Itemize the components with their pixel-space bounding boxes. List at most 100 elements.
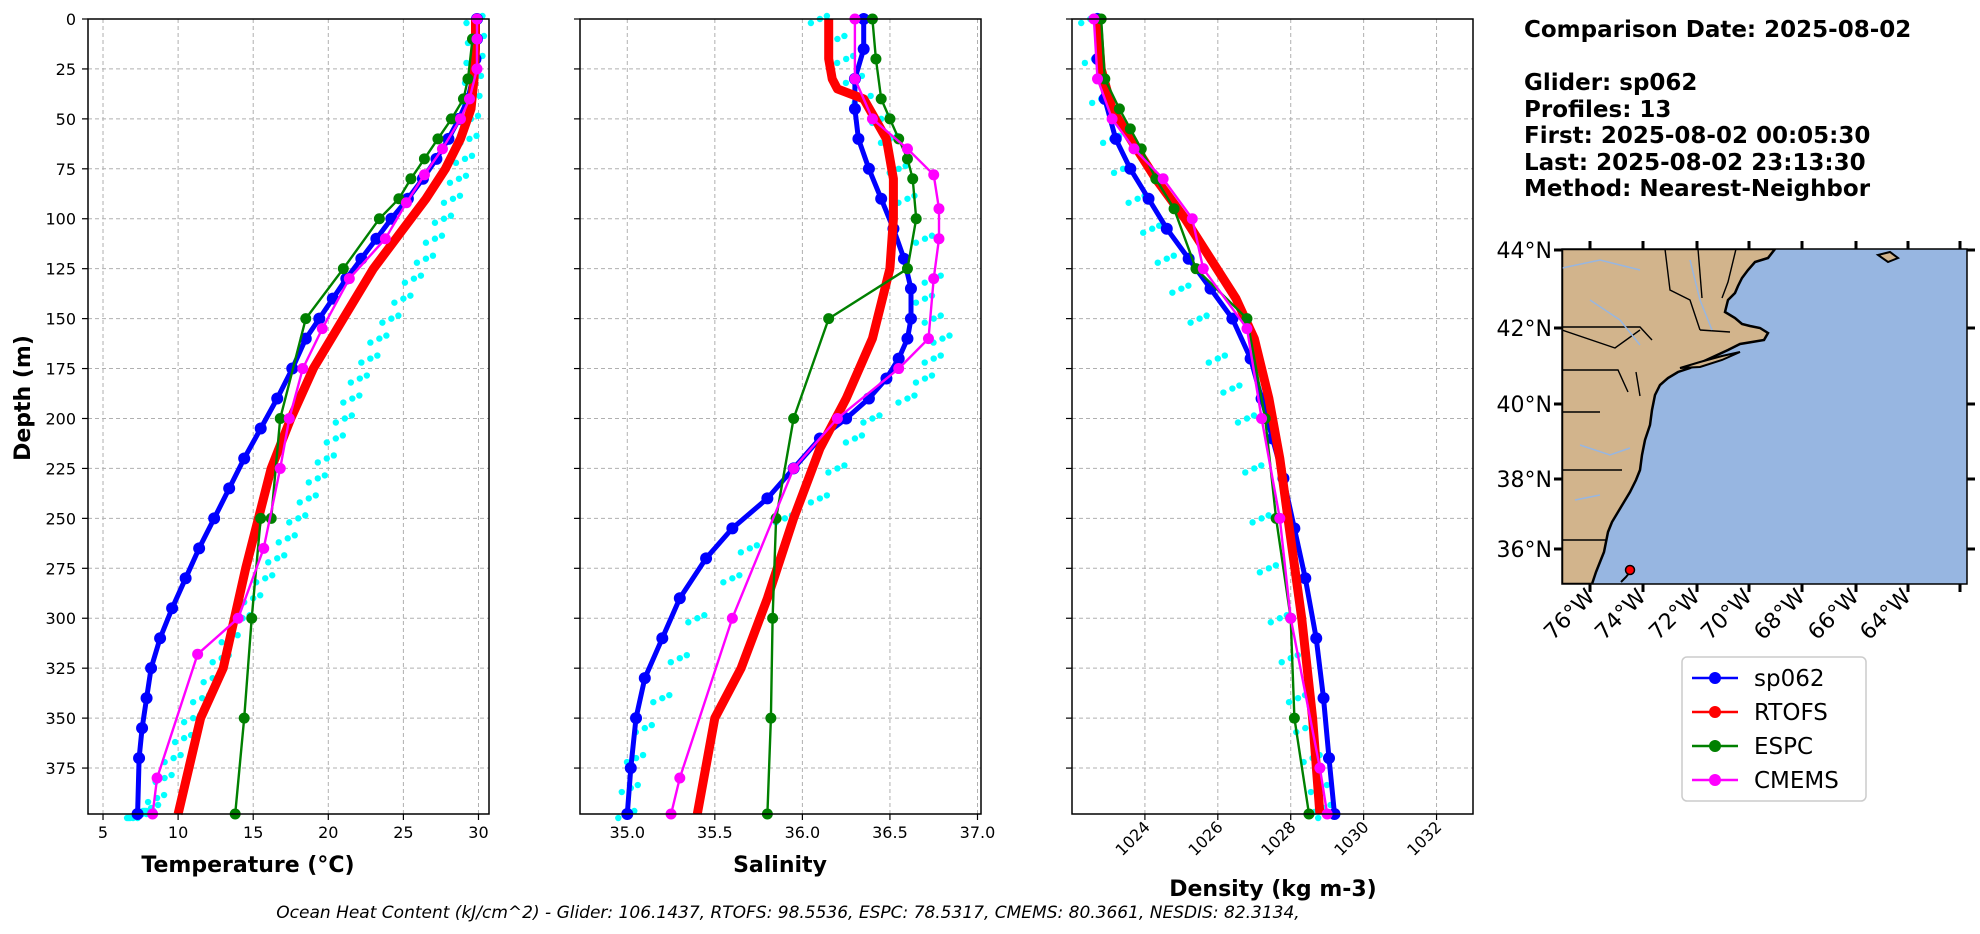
glider-profiles-point	[1134, 195, 1141, 202]
glider-profiles-point	[1187, 319, 1194, 326]
glider-profiles-point	[928, 372, 936, 379]
ESPC-marker	[1113, 103, 1125, 115]
glider-profiles-point	[417, 272, 425, 279]
glider-profiles-point	[1256, 569, 1264, 576]
CMEMS-marker	[674, 772, 686, 784]
y-tick-label: 200	[45, 409, 76, 428]
CMEMS-marker	[151, 772, 163, 784]
glider-profiles-point	[1249, 519, 1256, 526]
CMEMS-line	[151, 19, 479, 815]
glider-profiles-point	[729, 575, 736, 582]
sp062-marker	[1160, 222, 1173, 235]
glider-profiles-point	[1125, 199, 1132, 206]
last-time: Last: 2025-08-02 23:13:30	[1524, 150, 1866, 176]
CMEMS-marker	[1256, 412, 1268, 424]
glider-profiles-point	[446, 179, 454, 186]
lat-label: 36°N	[1497, 538, 1552, 563]
y-tick-label: 250	[45, 509, 76, 528]
sp062-marker	[136, 722, 149, 735]
glider-profiles-point	[168, 771, 175, 779]
glider-profiles-point	[330, 452, 337, 459]
ESPC-marker	[765, 712, 777, 724]
sp062-marker	[254, 422, 267, 435]
sp062-marker	[840, 412, 853, 425]
sp062-marker	[761, 492, 774, 505]
glider-profiles-point	[474, 112, 482, 120]
CMEMS-marker	[471, 33, 483, 45]
map-islands	[1679, 250, 1901, 369]
glider-profiles-point	[1285, 698, 1293, 706]
glider-profiles-point	[262, 575, 269, 582]
lon-label: 66°W	[1804, 584, 1865, 645]
glider-profiles-point	[477, 72, 485, 80]
sp062-marker	[673, 592, 686, 605]
x-tick-label: 1026	[1184, 817, 1226, 859]
glider-profiles-point	[921, 319, 928, 326]
CMEMS-series	[1088, 13, 1333, 820]
legend-marker	[1709, 672, 1721, 684]
glider-profiles-point	[209, 658, 216, 666]
glider-profiles-point	[1154, 259, 1161, 266]
glider-profiles-point	[823, 12, 831, 20]
CMEMS-marker	[901, 143, 913, 155]
lon-label: 72°W	[1645, 584, 1706, 645]
location-map: 44°N 42°N 40°N 38°N 36°N 76°W 74°W 72°W …	[1497, 239, 1975, 645]
RTOFS-line	[1093, 18, 1325, 815]
ESPC-marker	[1241, 313, 1253, 325]
glider-profiles-point	[171, 738, 179, 746]
glider-profiles-point	[816, 495, 824, 502]
map-land	[1562, 249, 1777, 584]
CMEMS-marker	[400, 197, 412, 209]
sp062-marker	[154, 632, 167, 645]
glider-profiles-point	[429, 252, 437, 259]
x-tick-label: 35.5	[697, 823, 733, 842]
info-block: Comparison Date: 2025-08-02 Glider: sp06…	[1524, 17, 1911, 202]
glider-profiles-point	[476, 92, 483, 100]
glider-profiles-point	[339, 432, 347, 439]
glider-profiles-point	[615, 814, 622, 822]
glider-profiles-point	[650, 698, 657, 706]
ESPC-marker	[405, 173, 417, 185]
legend-label: RTOFS	[1754, 700, 1828, 726]
ocean-heat-content: Ocean Heat Content (kJ/cm^2) - Glider: 1…	[276, 903, 1299, 923]
map-borders	[1562, 249, 1737, 541]
glider-profiles-point	[641, 724, 648, 732]
glider-profiles-point	[867, 92, 874, 100]
glider-profiles-point	[1196, 315, 1203, 322]
glider-profiles-point	[358, 359, 365, 366]
glider-profiles-point	[912, 299, 920, 306]
sp062-marker	[638, 672, 651, 685]
glider-profiles-point	[180, 734, 188, 742]
x-tick-label: 1032	[1403, 817, 1445, 859]
sp062-marker	[166, 602, 179, 615]
x-tick-label: 15	[243, 823, 263, 842]
glider-profiles-point	[234, 632, 241, 639]
ESPC-marker	[246, 612, 258, 624]
y-tick-label: 325	[45, 659, 76, 678]
glider-profiles-point	[410, 275, 418, 282]
glider-profiles-point	[928, 232, 936, 239]
sp062-marker	[1299, 572, 1312, 585]
glider-profiles-point	[921, 375, 929, 382]
glider-profiles-point	[921, 359, 928, 366]
glider-profiles-point	[468, 152, 476, 160]
glider-profiles-point	[823, 492, 831, 499]
ESPC-marker	[238, 712, 250, 724]
x-tick-label: 37.0	[960, 823, 996, 842]
glider-profiles-point	[939, 335, 946, 342]
glider-profiles-point	[1170, 252, 1177, 259]
CMEMS-marker	[192, 648, 204, 660]
y-tick-label: 275	[45, 559, 76, 578]
ESPC-marker	[1168, 203, 1180, 215]
CMEMS-marker	[379, 233, 391, 245]
glider-profiles-point	[466, 135, 473, 143]
glider-profiles-point	[449, 195, 457, 202]
glider-profiles-point	[701, 612, 708, 619]
RTOFS-line	[692, 19, 898, 815]
glider-profiles-point	[1178, 285, 1185, 292]
map-lat-labels: 44°N 42°N 40°N 38°N 36°N	[1497, 239, 1552, 563]
glider-profiles-point	[379, 319, 386, 326]
x-tick-label: 1024	[1112, 817, 1154, 859]
sp062-marker	[630, 712, 643, 725]
glider-profiles-point	[323, 439, 331, 446]
